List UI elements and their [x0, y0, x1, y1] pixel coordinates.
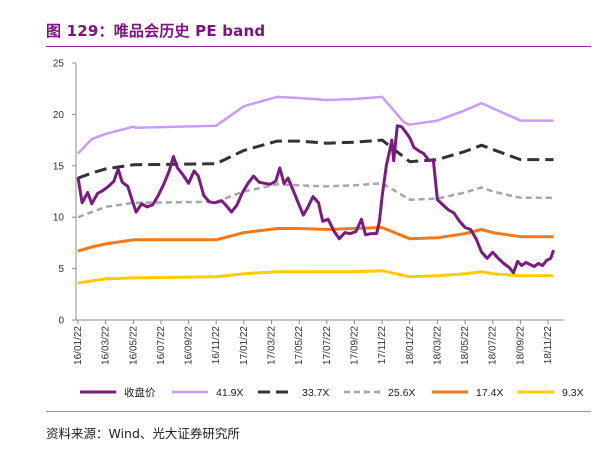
series-line-25-6x	[77, 182, 554, 219]
x-tick-label: 18/07/22	[488, 326, 499, 365]
legend-label: 25.6X	[388, 387, 415, 399]
y-tick-label: 25	[53, 59, 65, 70]
x-tick-label: 18/05/22	[460, 326, 471, 365]
x-tick-label: 16/11/22	[211, 326, 222, 365]
series-line-17-4x	[77, 226, 554, 253]
y-tick-label: 5	[58, 264, 64, 275]
y-tick-label: 0	[58, 316, 64, 327]
y-tick-label: 10	[53, 213, 65, 224]
x-tick-label: 17/07/22	[322, 326, 333, 365]
y-tick-label: 20	[53, 110, 65, 121]
x-tick-label: 16/05/22	[128, 326, 139, 365]
series-line-33-7x	[77, 138, 554, 180]
x-tick-label: 16/03/22	[101, 326, 112, 365]
x-tick-label: 17/05/22	[294, 326, 305, 365]
source-note: 资料来源：Wind、光大证券研究所	[46, 426, 240, 441]
x-tick-label: 18/11/22	[543, 326, 554, 365]
x-tick-label: 18/03/22	[432, 326, 443, 365]
series-layer	[76, 95, 555, 285]
figure-title: 图 129：唯品会历史 PE band	[46, 22, 266, 40]
legend-label: 41.9X	[216, 387, 243, 399]
y-tick-label: 15	[53, 161, 65, 172]
legend-label: 9.3X	[562, 387, 584, 399]
series-line-close-price	[76, 124, 555, 275]
x-tick-label: 17/11/22	[377, 326, 388, 365]
legend: 收盘价 41.9X 33.7X 25.6X 17.4X 9.3X	[80, 386, 584, 399]
series-line-9-3x	[77, 269, 554, 285]
axes: 0 5 10 15 20 25 16/01/22 16/03/22 16/05/22 16/07/…	[53, 59, 564, 365]
series-line-41-9x	[77, 95, 554, 155]
x-tick-label: 17/01/22	[239, 326, 250, 365]
x-tick-label: 18/09/22	[515, 326, 526, 365]
x-tick-label: 16/09/22	[184, 326, 195, 365]
legend-label: 17.4X	[476, 387, 503, 399]
x-tick-label: 16/07/22	[156, 326, 167, 365]
title-rule	[46, 46, 591, 47]
legend-label: 收盘价	[124, 386, 156, 399]
x-tick-label: 17/09/22	[349, 326, 360, 365]
bottom-rule	[46, 411, 591, 412]
legend-label: 33.7X	[302, 387, 329, 399]
x-tick-label: 17/03/22	[267, 326, 278, 365]
x-tick-label: 18/01/22	[405, 326, 416, 365]
x-tick-label: 16/01/22	[73, 326, 84, 365]
